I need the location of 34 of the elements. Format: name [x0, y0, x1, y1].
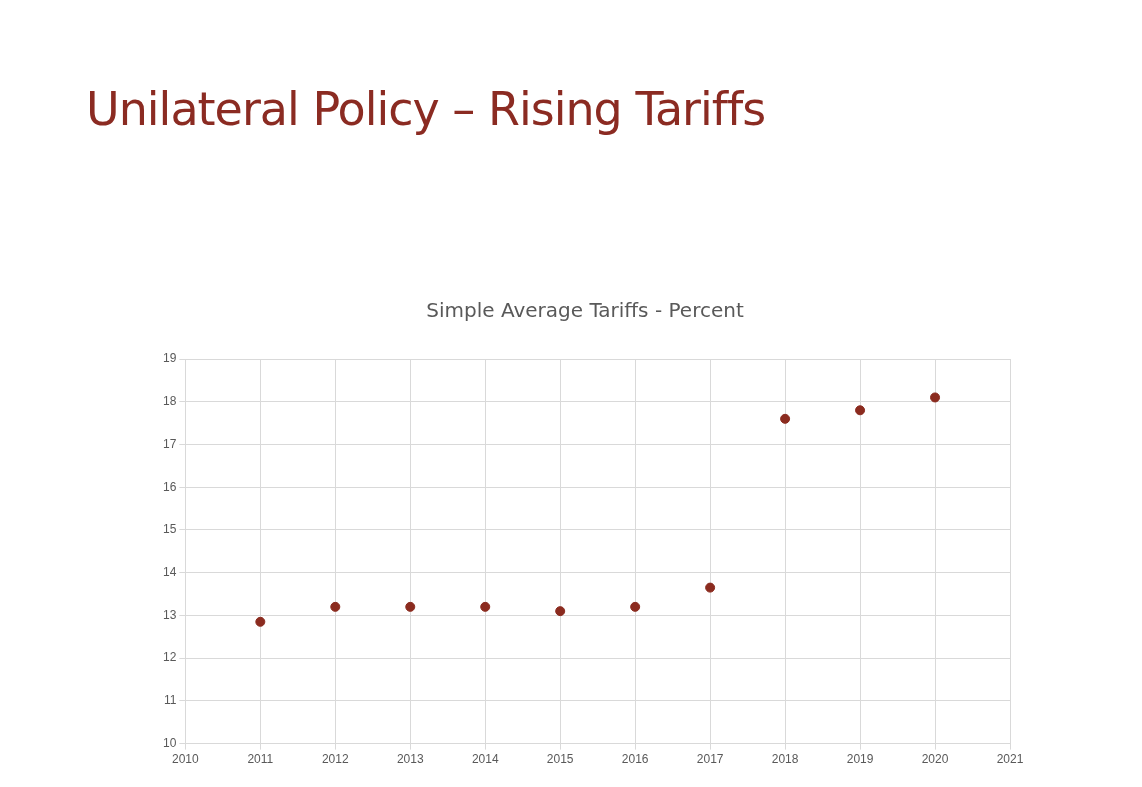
chart-title: Unilateral Policy – Rising Tariffs: [86, 82, 766, 136]
y-tick-label: 15: [162, 522, 177, 537]
y-tick-label: 17: [162, 436, 177, 451]
point: [780, 413, 791, 424]
x-tick-label: 2013: [396, 752, 424, 767]
point: [480, 601, 491, 612]
x-tick-label: 2017: [696, 752, 724, 767]
x-tick-label: 2018: [771, 752, 799, 767]
x-tick-label: 2014: [471, 752, 499, 767]
x-tick-label: 2016: [621, 752, 649, 767]
x-tick-label: 2019: [846, 752, 874, 767]
y-tick-label: 18: [162, 394, 177, 409]
point: [930, 392, 941, 403]
y-tick-label: 11: [163, 693, 177, 708]
x-tick-label: 2011: [247, 752, 274, 767]
x-tick-label: 2010: [172, 752, 200, 767]
x-tick-label: 2015: [546, 752, 574, 767]
point: [630, 601, 641, 612]
point: [405, 601, 416, 612]
x-tick-label: 2020: [921, 752, 949, 767]
y-tick-label: 13: [162, 607, 177, 622]
point: [855, 405, 866, 416]
point: [255, 616, 266, 627]
x-tick-label: 2021: [996, 752, 1024, 767]
y-tick-label: 16: [162, 479, 177, 494]
point: [555, 606, 566, 617]
y-tick-label: 14: [162, 564, 177, 579]
point: [330, 601, 341, 612]
x-tick-label: 2012: [321, 752, 349, 767]
point: [705, 582, 716, 593]
y-tick-label: 10: [162, 735, 177, 750]
y-tick-label: 12: [162, 650, 177, 665]
chart-subtitle: Simple Average Tariffs - Percent: [426, 298, 744, 323]
y-tick-label: 19: [162, 351, 177, 366]
